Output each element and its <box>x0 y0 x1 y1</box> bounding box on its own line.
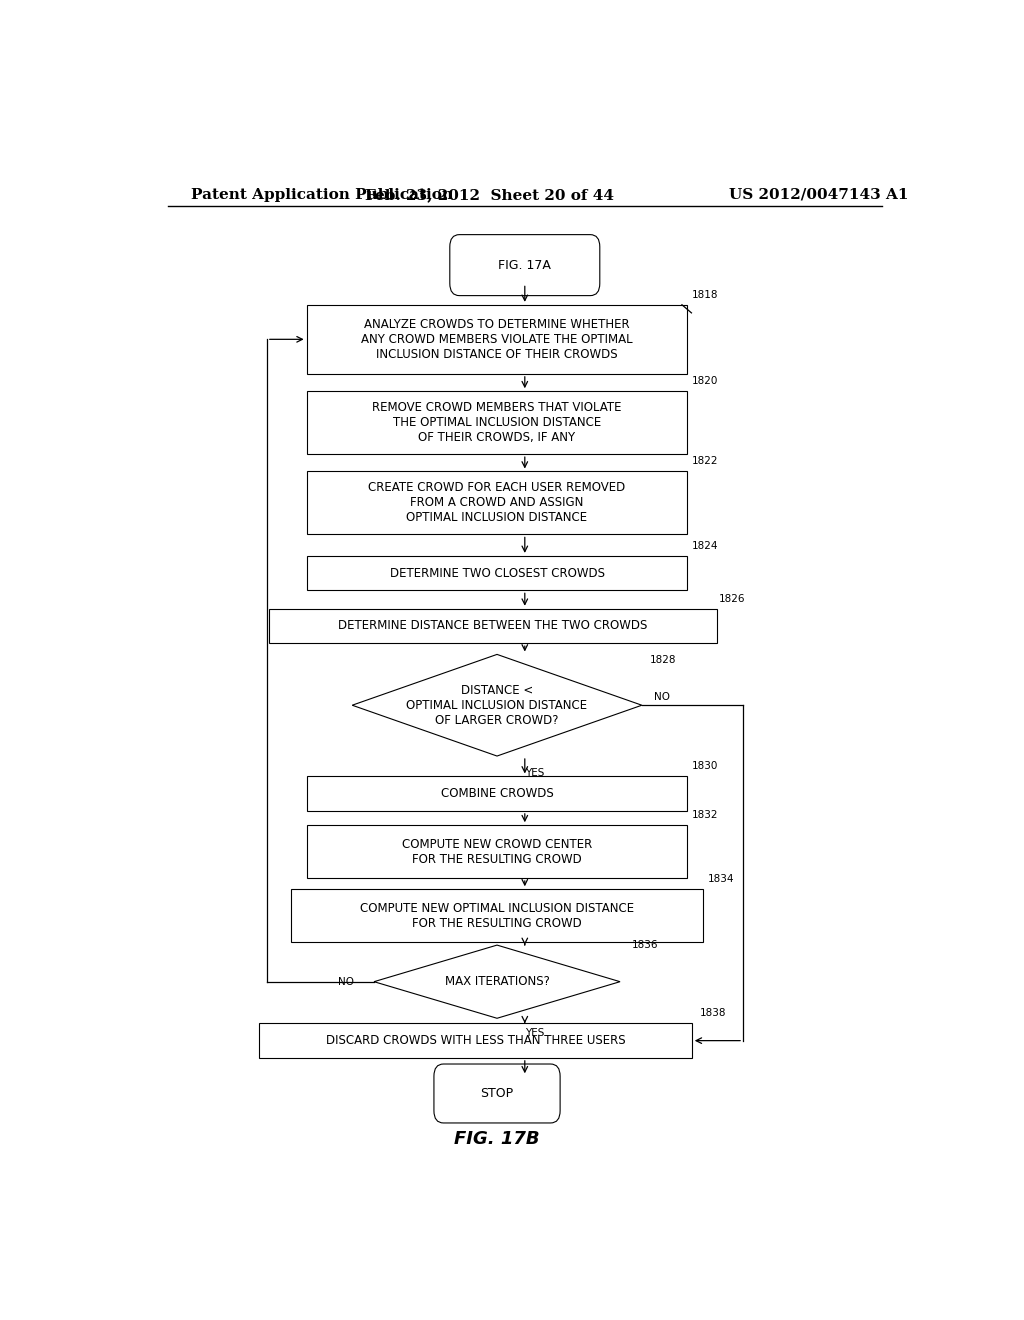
FancyBboxPatch shape <box>450 235 600 296</box>
Text: STOP: STOP <box>480 1086 514 1100</box>
Text: 1820: 1820 <box>691 376 718 385</box>
Text: Feb. 23, 2012  Sheet 20 of 44: Feb. 23, 2012 Sheet 20 of 44 <box>365 187 613 202</box>
Text: NO: NO <box>338 977 354 986</box>
Text: 1818: 1818 <box>691 289 718 300</box>
Text: CREATE CROWD FOR EACH USER REMOVED
FROM A CROWD AND ASSIGN
OPTIMAL INCLUSION DIS: CREATE CROWD FOR EACH USER REMOVED FROM … <box>369 482 626 524</box>
FancyBboxPatch shape <box>306 305 687 374</box>
Text: FIG. 17A: FIG. 17A <box>499 259 551 272</box>
Text: COMBINE CROWDS: COMBINE CROWDS <box>440 787 553 800</box>
Text: NO: NO <box>653 692 670 702</box>
Text: YES: YES <box>524 768 544 779</box>
Text: Patent Application Publication: Patent Application Publication <box>191 187 454 202</box>
FancyBboxPatch shape <box>306 556 687 590</box>
Text: COMPUTE NEW OPTIMAL INCLUSION DISTANCE
FOR THE RESULTING CROWD: COMPUTE NEW OPTIMAL INCLUSION DISTANCE F… <box>360 902 634 929</box>
Text: 1834: 1834 <box>708 874 734 884</box>
Text: 1838: 1838 <box>699 1008 726 1018</box>
Text: 1828: 1828 <box>650 655 677 664</box>
FancyBboxPatch shape <box>291 890 703 942</box>
Text: ANALYZE CROWDS TO DETERMINE WHETHER
ANY CROWD MEMBERS VIOLATE THE OPTIMAL
INCLUS: ANALYZE CROWDS TO DETERMINE WHETHER ANY … <box>361 318 633 360</box>
FancyBboxPatch shape <box>306 776 687 810</box>
Polygon shape <box>374 945 620 1018</box>
Text: 1832: 1832 <box>691 810 718 820</box>
FancyBboxPatch shape <box>306 825 687 878</box>
Text: 1826: 1826 <box>719 594 745 603</box>
FancyBboxPatch shape <box>259 1023 692 1057</box>
Text: DISCARD CROWDS WITH LESS THAN THREE USERS: DISCARD CROWDS WITH LESS THAN THREE USER… <box>326 1034 626 1047</box>
Text: 1836: 1836 <box>632 940 658 950</box>
FancyBboxPatch shape <box>306 391 687 454</box>
Text: 1824: 1824 <box>691 541 718 550</box>
Text: COMPUTE NEW CROWD CENTER
FOR THE RESULTING CROWD: COMPUTE NEW CROWD CENTER FOR THE RESULTI… <box>401 838 592 866</box>
Text: DISTANCE <
OPTIMAL INCLUSION DISTANCE
OF LARGER CROWD?: DISTANCE < OPTIMAL INCLUSION DISTANCE OF… <box>407 684 588 727</box>
Text: DETERMINE TWO CLOSEST CROWDS: DETERMINE TWO CLOSEST CROWDS <box>389 566 604 579</box>
Text: FIG. 17B: FIG. 17B <box>455 1130 540 1148</box>
Text: REMOVE CROWD MEMBERS THAT VIOLATE
THE OPTIMAL INCLUSION DISTANCE
OF THEIR CROWDS: REMOVE CROWD MEMBERS THAT VIOLATE THE OP… <box>373 401 622 444</box>
Polygon shape <box>352 655 642 756</box>
FancyBboxPatch shape <box>306 471 687 535</box>
Text: US 2012/0047143 A1: US 2012/0047143 A1 <box>729 187 908 202</box>
Text: DETERMINE DISTANCE BETWEEN THE TWO CROWDS: DETERMINE DISTANCE BETWEEN THE TWO CROWD… <box>338 619 648 632</box>
FancyBboxPatch shape <box>434 1064 560 1123</box>
Text: YES: YES <box>524 1028 544 1039</box>
FancyBboxPatch shape <box>269 609 717 643</box>
Text: 1822: 1822 <box>691 457 718 466</box>
Text: 1830: 1830 <box>691 762 718 771</box>
Text: MAX ITERATIONS?: MAX ITERATIONS? <box>444 975 550 989</box>
